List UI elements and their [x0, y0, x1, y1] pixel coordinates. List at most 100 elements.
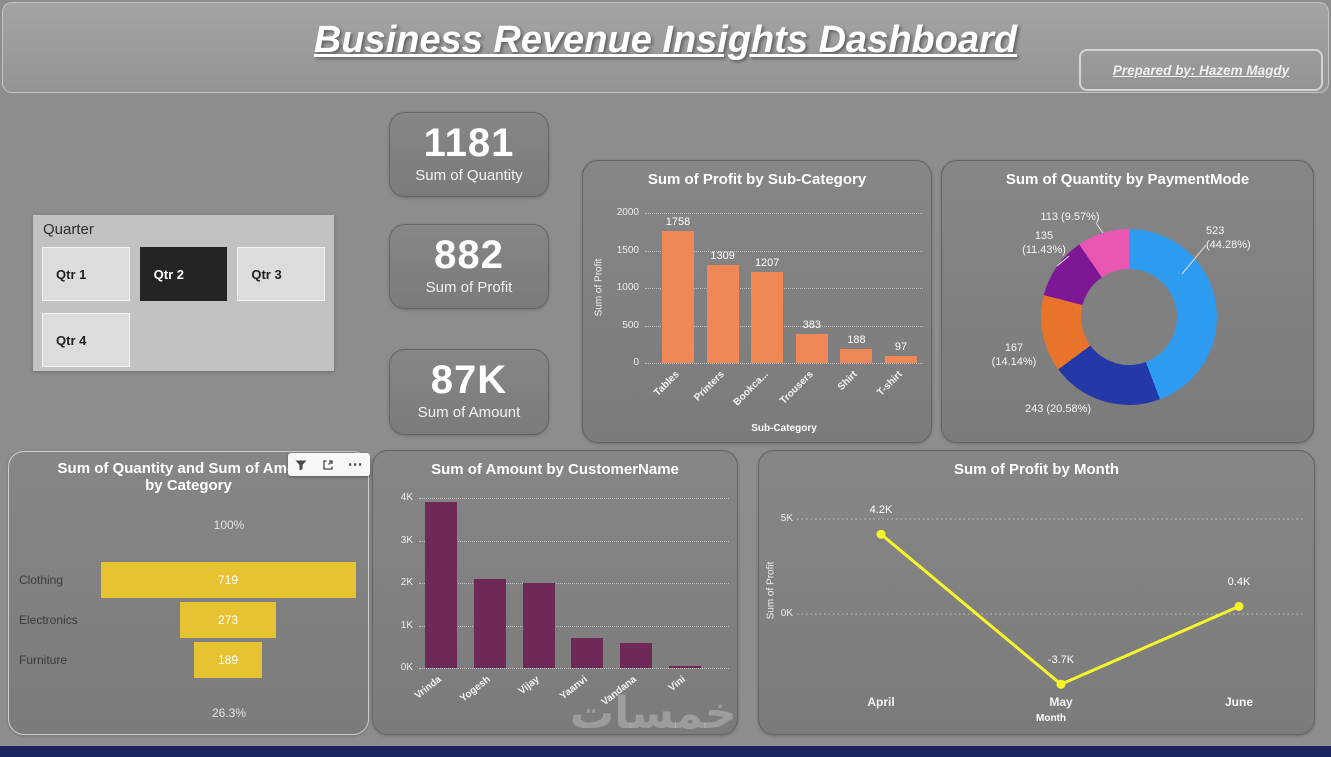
chart-title: Sum of Profit by Sub-Category — [647, 171, 867, 188]
bar-yaanvi[interactable] — [571, 638, 604, 668]
bar-trousers[interactable] — [795, 334, 828, 363]
slice-label-113: 113 (9.57%) — [1040, 211, 1100, 223]
kpi-card-profit: 882 Sum of Profit — [389, 224, 549, 309]
focus-mode-icon[interactable] — [321, 458, 335, 472]
bar-printers[interactable] — [706, 264, 739, 363]
y-tick-label: 500 — [622, 319, 639, 331]
profit-line[interactable] — [880, 533, 1240, 687]
kpi-value: 882 — [434, 233, 504, 277]
gridline — [645, 250, 923, 252]
chart-title: Sum of Profit by Month — [954, 461, 1119, 478]
bar-vijay[interactable] — [522, 583, 555, 668]
data-point-april[interactable] — [876, 529, 886, 539]
funnel-row: Clothing 719 — [9, 562, 368, 598]
y-tick-label: 1K — [400, 619, 413, 631]
bar-value-label: 383 — [802, 319, 821, 332]
category-label: Electronics — [19, 613, 78, 627]
quarter-slicer: Quarter Qtr 1 Qtr 2 Qtr 3 Qtr 4 — [33, 215, 334, 371]
chart-title: Sum of Amount by CustomerName — [431, 461, 679, 478]
slicer-button-qtr-1[interactable]: Qtr 1 — [42, 247, 130, 301]
bar-vrinda[interactable] — [425, 502, 457, 668]
bar-shirt[interactable] — [840, 348, 873, 363]
slicer-button-qtr-2[interactable]: Qtr 2 — [139, 247, 228, 301]
chart-title: Sum of Quantity by PaymentMode — [1005, 171, 1250, 188]
kpi-value: 1181 — [423, 121, 515, 165]
y-tick-label: 5K — [780, 513, 793, 524]
bar-value-label: 1207 — [754, 257, 780, 270]
y-tick-label: 0 — [633, 357, 639, 368]
filter-icon[interactable] — [294, 458, 308, 472]
bar-vandana[interactable] — [620, 642, 653, 668]
more-options-icon[interactable]: ⋯ — [347, 456, 364, 473]
line-chart-canvas — [797, 518, 1305, 689]
x-category-label: April — [867, 695, 895, 709]
funnel-top-percent: 100% — [213, 518, 245, 532]
slice-label-523: 523 (44.28%) — [1206, 225, 1251, 251]
data-point-june[interactable] — [1234, 601, 1244, 611]
quantity-by-paymentmode-chart: Sum of Quantity by PaymentMode 523 (44.2… — [941, 160, 1314, 443]
data-point-may[interactable] — [1056, 679, 1066, 689]
y-tick-label: 0K — [780, 608, 793, 619]
slice-label-243: 243 (20.58%) — [1024, 403, 1092, 415]
category-label: Furniture — [19, 653, 68, 667]
kpi-label: Sum of Quantity — [415, 167, 523, 184]
bar-yogesh[interactable] — [473, 578, 506, 668]
visual-toolbar: ⋯ — [288, 453, 370, 476]
point-value-label: 0.4K — [1227, 576, 1251, 589]
y-tick-label: 4K — [400, 492, 413, 503]
gridline — [419, 498, 729, 499]
funnel-bar-electronics[interactable]: 273 — [179, 602, 277, 638]
x-category-label: June — [1224, 695, 1253, 709]
point-value-label: 4.2K — [869, 504, 893, 517]
funnel-row: Electronics 273 — [9, 602, 368, 638]
y-tick-label: 1000 — [616, 282, 639, 293]
gridline — [645, 213, 923, 214]
slice-label-167: 167 (14.14%) — [991, 342, 1037, 368]
kpi-card-amount: 87K Sum of Amount — [389, 349, 549, 435]
y-tick-label: 1500 — [616, 244, 639, 256]
funnel-bottom-percent: 26.3% — [211, 706, 247, 720]
funnel-bar-furniture[interactable]: 189 — [194, 642, 262, 678]
bar-value-label: 97 — [894, 340, 908, 353]
y-tick-label: 0K — [400, 662, 413, 673]
y-tick-label: 2K — [400, 577, 413, 588]
profit-by-subcategory-chart: Sum of Profit by Sub-Category Sum of Pro… — [582, 160, 932, 443]
gridline — [419, 540, 729, 542]
bar-vini[interactable] — [669, 665, 701, 668]
x-category-label: May — [1049, 695, 1073, 709]
bar-t-shirt[interactable] — [885, 355, 917, 363]
kpi-card-quantity: 1181 Sum of Quantity — [389, 112, 549, 197]
gridline — [645, 325, 923, 327]
footer-bar — [0, 746, 1331, 757]
bar-bookca-[interactable] — [751, 272, 784, 363]
profit-by-month-chart: Sum of Profit by Month Sum of Profit Mon… — [758, 450, 1315, 735]
slicer-title: Quarter — [43, 221, 94, 238]
y-tick-label: 3K — [400, 534, 413, 546]
slicer-button-qtr-3[interactable]: Qtr 3 — [237, 247, 325, 301]
page-title: Business Revenue Insights Dashboard — [313, 19, 1018, 61]
slicer-button-qtr-4[interactable]: Qtr 4 — [42, 313, 130, 367]
amount-by-customername-chart: Sum of Amount by CustomerName 4K 3K 2K 1K 0K… — [372, 450, 738, 735]
donut-hole — [1081, 269, 1177, 365]
chart-title: Sum of Quantity and Sum of Amount by Cat… — [57, 460, 320, 494]
gridline — [419, 583, 729, 584]
bar-value-label: 188 — [847, 333, 866, 346]
funnel-bar-clothing[interactable]: 719 — [100, 562, 356, 598]
kpi-label: Sum of Amount — [417, 404, 521, 421]
funnel-row: Furniture 189 — [9, 642, 368, 678]
kpi-value: 87K — [430, 358, 508, 402]
gridline — [645, 363, 923, 364]
kpi-label: Sum of Profit — [425, 279, 513, 296]
quantity-amount-by-category-chart: ⋯ Sum of Quantity and Sum of Amount by C… — [8, 451, 370, 735]
bar-value-label: 1758 — [665, 216, 691, 229]
prepared-by-text: Prepared by: Hazem Magdy — [1112, 62, 1290, 78]
prepared-by-box: Prepared by: Hazem Magdy — [1079, 49, 1323, 91]
gridline — [419, 625, 729, 627]
point-value-label: -3.7K — [1047, 654, 1075, 667]
slice-label-135: 135 (11.43%) — [1022, 230, 1066, 256]
category-label: Clothing — [19, 573, 64, 587]
gridline — [645, 288, 923, 289]
header: Business Revenue Insights Dashboard Prep… — [2, 2, 1329, 93]
bar-tables[interactable] — [662, 231, 694, 363]
